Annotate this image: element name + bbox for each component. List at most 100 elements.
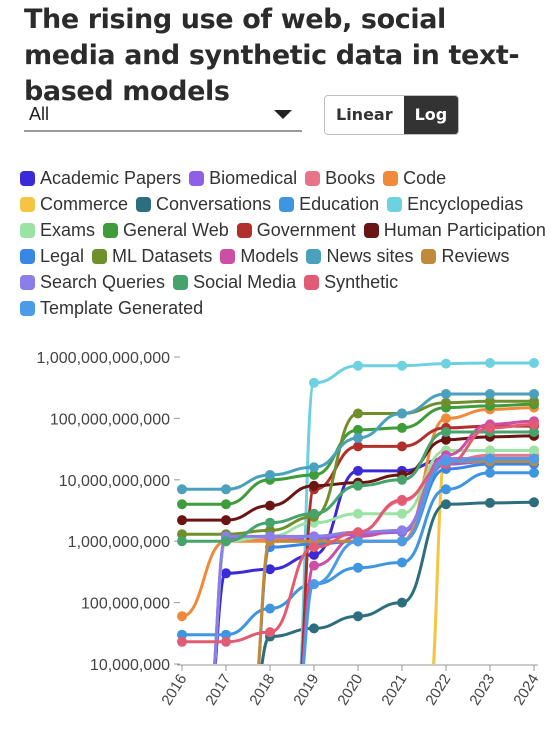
legend-item-search-queries[interactable]: Search Queries	[20, 271, 165, 293]
legend-item-synthetic[interactable]: Synthetic	[304, 271, 398, 293]
data-point-ml-datasets	[529, 396, 539, 407]
data-point-education	[441, 484, 451, 495]
data-point-education	[485, 467, 495, 478]
data-point-code	[177, 611, 187, 622]
data-point-general-web	[353, 424, 363, 435]
legend-label: Academic Papers	[40, 168, 182, 188]
legend-label: Template Generated	[40, 298, 204, 318]
series-line-search-queries	[213, 457, 536, 664]
data-point-template-generated	[309, 579, 319, 590]
series-layer	[177, 357, 539, 664]
legend-item-commerce[interactable]: Commerce	[20, 193, 128, 215]
legend-label: General Web	[123, 220, 229, 240]
series-line-biomedical	[213, 459, 536, 664]
data-point-education	[529, 467, 539, 478]
data-point-ml-datasets	[177, 529, 187, 540]
legend-swatch	[20, 196, 35, 212]
x-tick-label: 2020	[334, 671, 366, 708]
x-tick-label: 2023	[466, 671, 498, 708]
data-point-general-web	[177, 499, 187, 510]
data-point-news-sites	[485, 388, 495, 399]
data-point-encyclopedias	[397, 360, 407, 371]
legend-label: Social Media	[193, 272, 297, 292]
legend-item-encyclopedias[interactable]: Encyclopedias	[387, 193, 523, 215]
legend-item-code[interactable]: Code	[383, 167, 446, 189]
data-point-search-queries	[309, 531, 319, 542]
y-tick-label: 100,000,000,000	[50, 411, 170, 428]
category-filter-value: All	[29, 104, 50, 124]
data-point-news-sites	[529, 388, 539, 399]
scale-log-button[interactable]: Log	[403, 96, 459, 134]
data-point-human-participation	[309, 480, 319, 491]
legend-label: Synthetic	[324, 272, 399, 292]
legend-label: Commerce	[40, 194, 129, 214]
data-point-general-web	[397, 422, 407, 433]
data-point-encyclopedias	[309, 377, 319, 388]
y-tick-label: 10,000,000	[90, 657, 170, 674]
data-point-government	[353, 441, 363, 452]
data-point-exams	[529, 445, 539, 456]
data-point-conversations	[485, 497, 495, 508]
series-line-exams	[213, 449, 536, 664]
legend-swatch	[20, 274, 35, 290]
legend-swatch	[20, 300, 35, 316]
legend-swatch	[363, 222, 379, 238]
legend-swatch	[20, 222, 35, 238]
data-point-conversations	[353, 611, 363, 622]
data-point-social-media	[221, 536, 231, 547]
legend-item-legal[interactable]: Legal	[20, 245, 84, 267]
data-point-news-sites	[441, 388, 451, 399]
legend-item-government[interactable]: Government	[236, 219, 356, 241]
y-tick-label: 10,000,000,000	[59, 473, 170, 490]
legend-label: Code	[403, 168, 447, 188]
legend-item-social-media[interactable]: Social Media	[173, 271, 296, 293]
data-point-synthetic	[265, 627, 275, 638]
legend-label: News sites	[326, 246, 414, 266]
legend-item-template-generated[interactable]: Template Generated	[20, 297, 203, 319]
legend-item-human-participation[interactable]: Human Participation	[363, 219, 546, 241]
legend-label: Reviews	[441, 246, 510, 266]
legend-item-education[interactable]: Education	[279, 193, 379, 215]
legend-item-exams[interactable]: Exams	[20, 219, 95, 241]
legend-item-biomedical[interactable]: Biomedical	[189, 167, 297, 189]
chart-title: The rising use of web, social media and …	[24, 4, 520, 107]
legend-item-models[interactable]: Models	[220, 245, 298, 267]
data-point-template-generated	[353, 536, 363, 547]
data-point-search-queries	[397, 525, 407, 536]
data-point-human-participation	[221, 515, 231, 526]
legend-label: Books	[325, 168, 376, 188]
data-point-code	[441, 413, 451, 424]
x-tick-label: 2021	[378, 671, 410, 708]
data-point-government	[397, 441, 407, 452]
data-point-models	[309, 560, 319, 571]
data-point-education	[177, 629, 187, 640]
data-point-academic-papers	[309, 549, 319, 560]
data-point-ml-datasets	[485, 396, 495, 407]
category-filter-dropdown[interactable]: All	[24, 96, 302, 132]
legend-swatch	[20, 248, 35, 264]
x-tick-label: 2019	[290, 671, 322, 708]
data-point-education	[221, 629, 231, 640]
legend-item-ml-datasets[interactable]: ML Datasets	[92, 245, 212, 267]
data-point-conversations	[397, 597, 407, 608]
data-point-social-media	[397, 474, 407, 485]
data-point-synthetic	[221, 636, 231, 647]
legend-swatch	[279, 196, 295, 212]
scale-linear-button[interactable]: Linear	[325, 96, 404, 134]
legend-label: Biomedical	[209, 168, 298, 188]
legend-swatch	[236, 222, 252, 238]
data-point-social-media	[265, 517, 275, 528]
legend-swatch	[306, 248, 322, 264]
y-tick-label: 1,000,000,000,000	[37, 350, 171, 367]
x-tick-label: 2018	[246, 671, 278, 708]
legend-item-books[interactable]: Books	[305, 167, 375, 189]
legend-item-conversations[interactable]: Conversations	[136, 193, 271, 215]
series-line-education	[180, 471, 536, 637]
legend-label: Education	[299, 194, 380, 214]
chevron-down-icon[interactable]	[274, 110, 292, 119]
data-point-conversations	[309, 623, 319, 634]
legend-item-news-sites[interactable]: News sites	[306, 245, 413, 267]
legend-item-general-web[interactable]: General Web	[103, 219, 229, 241]
legend-item-reviews[interactable]: Reviews	[421, 245, 510, 267]
legend-item-academic-papers[interactable]: Academic Papers	[20, 167, 181, 189]
